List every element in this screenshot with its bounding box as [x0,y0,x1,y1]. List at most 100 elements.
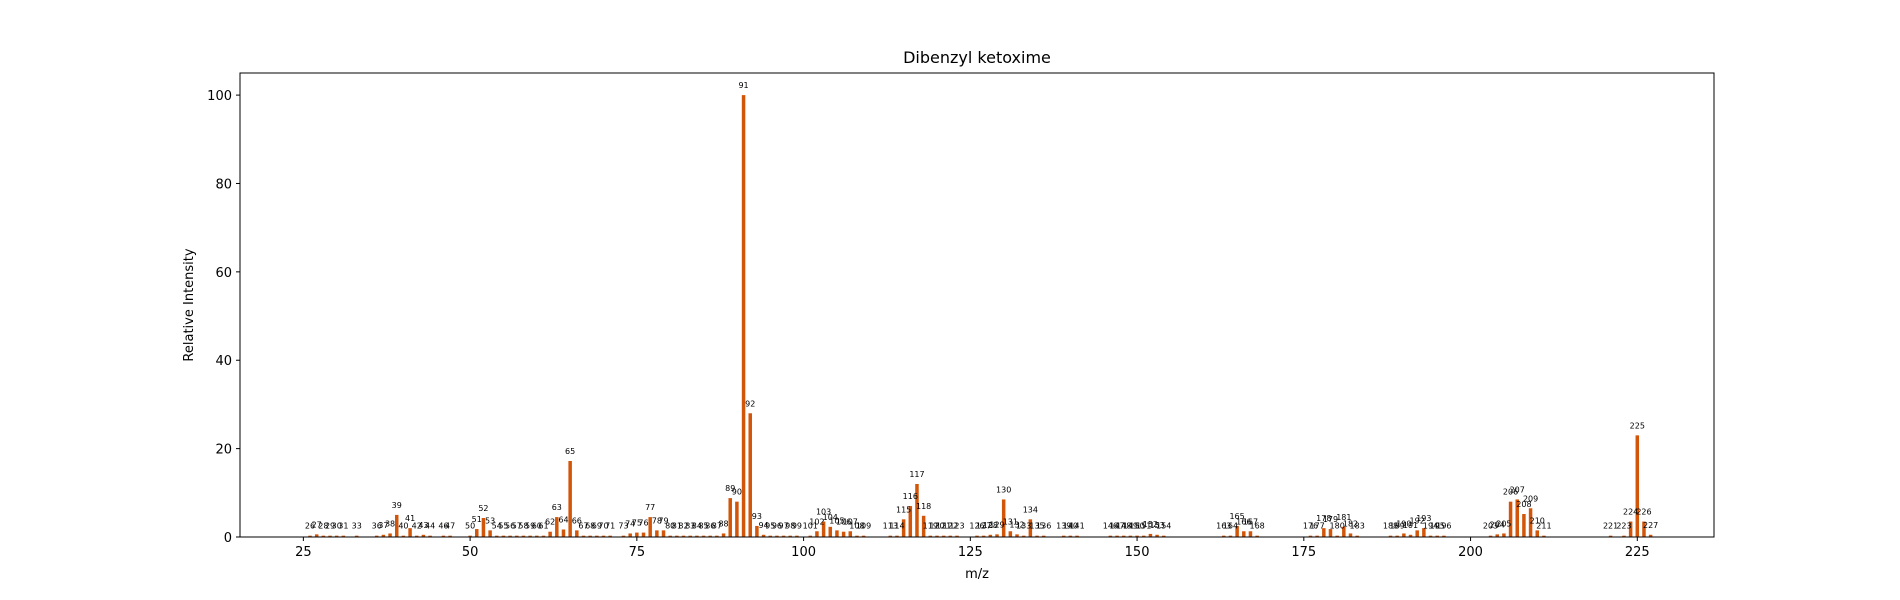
bar-mz-42 [415,535,419,537]
bar-mz-93 [755,525,759,537]
data-label-mz-209: 209 [1523,494,1538,503]
data-label-mz-181: 181 [1336,513,1351,522]
bar-mz-177 [1315,535,1319,537]
data-label-mz-164: 164 [1223,522,1238,531]
bar-mz-99 [795,535,799,537]
data-label-mz-226: 226 [1636,508,1651,517]
data-label-mz-55: 55 [498,522,508,531]
bar-mz-47 [448,535,452,537]
y-tick-label: 20 [215,443,232,458]
data-label-mz-51: 51 [472,515,482,524]
bar-mz-105 [835,530,839,537]
data-label-mz-62: 62 [545,518,555,527]
data-label-mz-65: 65 [565,447,575,456]
bar-mz-183 [1355,535,1359,537]
data-label-mz-192: 192 [1410,516,1425,525]
bar-mz-136 [1041,535,1046,537]
bar-mz-140 [1068,535,1073,537]
bar-mz-102 [815,531,819,537]
data-label-mz-193: 193 [1416,514,1431,523]
data-label-mz-189: 189 [1390,522,1405,531]
data-label-mz-203: 203 [1483,522,1498,531]
data-label-mz-140: 140 [1063,522,1078,531]
bar-mz-59 [528,535,532,537]
data-label-mz-69: 69 [592,522,602,531]
data-label-mz-148: 148 [1116,522,1131,531]
data-label-mz-101: 101 [803,522,818,531]
data-label-mz-196: 196 [1436,522,1451,531]
data-label-mz-151: 151 [1136,522,1151,531]
bar-mz-203 [1488,535,1493,537]
data-label-mz-153: 153 [1149,521,1164,530]
data-label-mz-50: 50 [465,522,475,531]
data-label-mz-80: 80 [665,522,675,531]
bar-mz-96 [775,535,779,537]
bar-mz-119 [928,535,933,537]
bar-mz-51 [475,529,479,537]
bar-mz-194 [1428,535,1433,537]
bar-mz-151 [1141,535,1146,537]
bar-mz-103 [821,521,826,537]
bar-mz-33 [354,535,359,537]
y-tick-label: 0 [224,531,232,546]
bar-mz-196 [1442,535,1446,537]
y-axis-label: Relative Intensity [182,248,197,361]
bar-mz-205 [1502,533,1506,537]
bar-mz-65 [568,460,572,537]
bar-mz-26 [308,535,312,537]
data-label-mz-53: 53 [485,516,495,525]
y-tick-label: 40 [215,354,232,369]
data-label-mz-59: 59 [525,522,535,531]
bar-mz-207 [1515,499,1519,537]
data-label-mz-42: 42 [412,522,422,531]
data-label-mz-115: 115 [896,505,911,514]
bar-mz-118 [921,515,926,537]
data-label-mz-58: 58 [518,522,528,531]
bar-mz-141 [1075,535,1079,537]
bar-mz-108 [855,535,859,537]
bar-mz-73 [621,535,626,537]
bar-mz-225 [1635,435,1640,537]
data-label-mz-89: 89 [725,484,735,493]
data-label-mz-154: 154 [1156,522,1171,531]
data-label-mz-104: 104 [823,513,838,522]
bar-mz-190 [1402,533,1406,537]
data-label-mz-134: 134 [1023,505,1038,514]
data-label-mz-150: 150 [1129,522,1144,531]
bar-mz-223 [1622,535,1626,537]
data-label-mz-118: 118 [916,502,931,511]
data-label-mz-88: 88 [718,519,728,528]
data-label-mz-127: 127 [976,522,991,531]
data-label-mz-205: 205 [1496,519,1511,528]
bar-mz-178 [1322,528,1326,537]
x-tick-label: 150 [1125,545,1150,560]
data-label-mz-30: 30 [332,522,342,531]
data-label-mz-74: 74 [625,519,635,528]
data-label-mz-64: 64 [558,515,568,524]
bar-mz-69 [595,535,599,537]
y-axis-ticks: 0 20 40 60 80 100 [207,89,240,546]
bar-mz-55 [501,535,506,537]
data-label-mz-84: 84 [692,522,702,531]
data-label-mz-26: 26 [305,522,315,531]
data-label-mz-43: 43 [418,521,428,530]
bar-mz-68 [588,535,592,537]
bar-mz-64 [561,529,566,537]
bar-mz-88 [721,533,726,537]
data-label-mz-188: 188 [1383,522,1398,531]
data-label-mz-83: 83 [685,522,695,531]
data-label-mz-210: 210 [1530,516,1545,525]
data-label-mz-76: 76 [638,519,648,528]
data-label-mz-149: 149 [1123,522,1138,531]
data-label-mz-41: 41 [405,514,415,523]
data-label-mz-190: 190 [1396,519,1411,528]
data-label-mz-227: 227 [1643,521,1658,530]
bar-mz-120 [935,535,939,537]
data-label-mz-79: 79 [658,516,668,525]
data-label-mz-130: 130 [996,485,1011,494]
bar-mz-29 [328,535,332,537]
bar-mz-60 [535,535,539,537]
data-label-mz-136: 136 [1036,522,1051,531]
y-tick-label: 100 [207,89,232,104]
